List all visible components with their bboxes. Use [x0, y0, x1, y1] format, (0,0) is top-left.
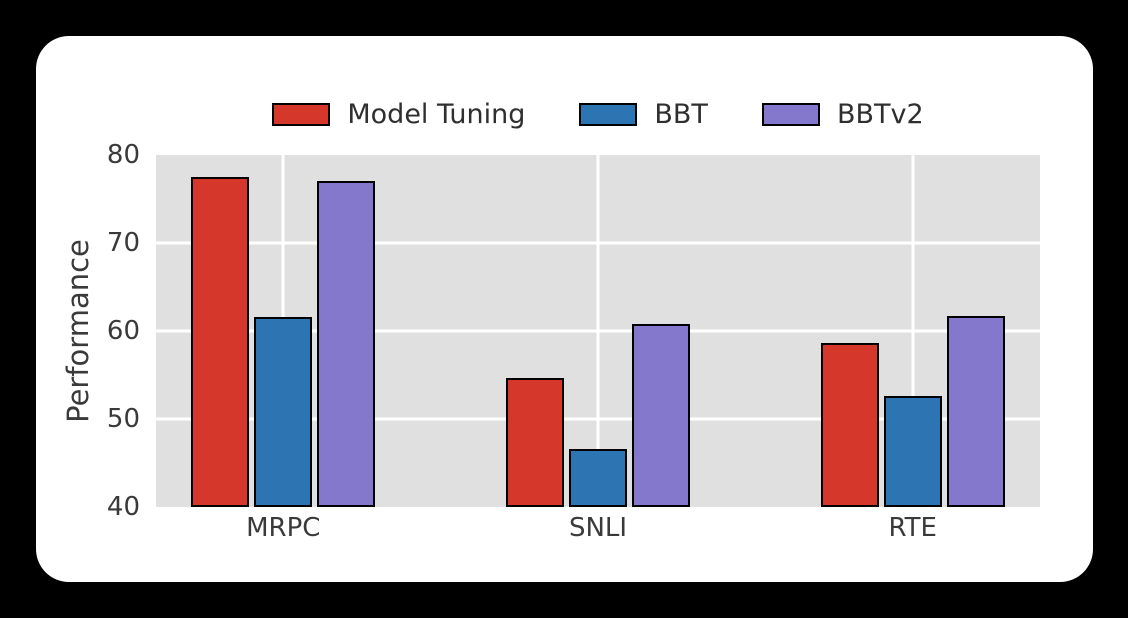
bar-snli-bbt — [569, 448, 627, 507]
y-tick-50: 50 — [106, 404, 140, 434]
y-tick-70: 70 — [106, 228, 140, 258]
legend-swatch-model-tuning — [272, 102, 331, 126]
y-tick-60: 60 — [106, 316, 140, 346]
chart-card: Model Tuning BBT BBTv2 Performance 40 50 6… — [36, 36, 1093, 582]
legend-item-model-tuning: Model Tuning — [272, 99, 525, 130]
bar-rte-bbt — [883, 396, 942, 507]
x-tick-rte: RTE — [888, 513, 937, 543]
y-tick-40: 40 — [106, 492, 140, 522]
bar-mrpc-model-tuning — [191, 177, 250, 507]
v-gridline-snli — [596, 155, 600, 507]
bar-snli-model-tuning — [506, 377, 564, 507]
legend-swatch-bbtv2 — [761, 102, 820, 126]
legend-swatch-bbt — [579, 102, 638, 126]
bar-rte-bbtv2 — [946, 316, 1005, 507]
legend-item-bbt: BBT — [579, 99, 708, 130]
x-tick-mrpc: MRPC — [246, 513, 321, 543]
legend: Model Tuning BBT BBTv2 — [156, 98, 1040, 130]
y-axis-label: Performance — [61, 239, 95, 423]
legend-label-bbt: BBT — [654, 98, 708, 130]
bar-mrpc-bbtv2 — [317, 181, 376, 507]
legend-label-model-tuning: Model Tuning — [347, 98, 526, 130]
plot-area — [156, 155, 1040, 507]
y-tick-80: 80 — [106, 140, 140, 170]
bar-rte-model-tuning — [820, 343, 879, 507]
bar-snli-bbtv2 — [632, 323, 690, 507]
bar-mrpc-bbt — [254, 316, 313, 507]
legend-item-bbtv2: BBTv2 — [761, 98, 924, 130]
x-tick-snli: SNLI — [568, 513, 628, 543]
legend-label-bbtv2: BBTv2 — [836, 98, 924, 130]
v-gridline-rte — [911, 155, 915, 507]
